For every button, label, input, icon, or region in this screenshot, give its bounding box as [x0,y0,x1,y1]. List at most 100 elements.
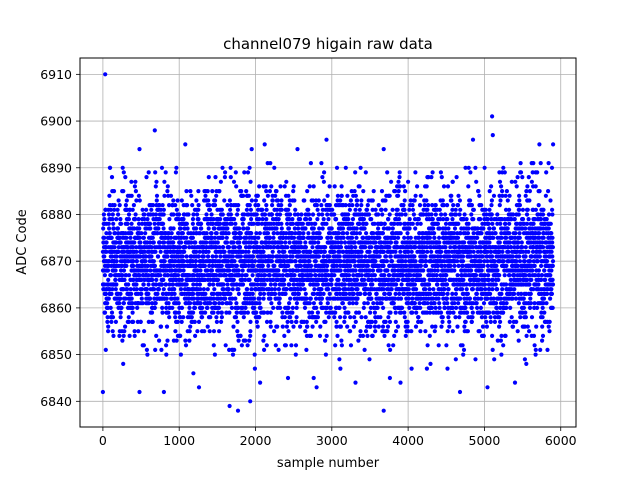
data-point [169,268,174,273]
data-point [256,203,261,208]
data-point [182,249,187,254]
data-point [250,291,255,296]
data-point [152,287,157,292]
data-point [220,212,225,217]
data-point [216,310,221,315]
data-point [133,212,138,217]
data-point [454,305,459,310]
data-point [460,259,466,264]
data-point [368,310,373,315]
data-point [370,198,375,203]
data-point [251,254,256,259]
data-point [355,198,360,203]
data-point [312,287,317,292]
data-point [181,259,186,264]
data-point [387,375,392,381]
data-point [174,338,179,343]
data-point [311,184,316,189]
data-point [201,254,206,259]
data-point [107,193,112,198]
data-point [452,263,457,268]
data-point [406,296,411,301]
data-point [102,273,107,278]
data-point [231,179,237,184]
data-point [133,217,138,222]
data-point [153,347,158,352]
data-point [322,249,327,254]
data-point [123,296,128,301]
data-point [410,221,415,226]
data-point [139,231,144,236]
data-point [227,310,232,315]
data-point [235,319,240,324]
data-point [262,333,267,338]
data-point [328,305,333,310]
data-point [164,343,169,348]
data-point [315,217,320,222]
data-point [252,259,258,264]
data-point [249,240,254,245]
data-point [291,235,297,240]
data-point [354,235,359,240]
data-point [122,329,127,334]
data-point [275,324,280,329]
data-point [375,305,380,310]
data-point [336,277,341,282]
data-point [176,231,181,236]
data-point [118,315,123,320]
data-point [245,287,250,292]
data-point [103,207,108,212]
data-point [160,305,165,310]
data-point [184,221,189,226]
data-point [227,198,232,203]
data-point [211,343,216,348]
data-point [409,366,414,371]
data-point [332,315,337,320]
data-point [187,273,192,278]
data-point [159,165,165,170]
data-point [178,315,183,320]
data-point [352,240,357,245]
data-point [222,175,227,180]
data-point [106,324,111,329]
data-point [410,310,415,315]
data-point [397,175,402,180]
data-point [306,212,312,217]
data-point [254,310,259,315]
data-point [128,287,133,292]
data-point [461,277,466,282]
data-point [135,305,140,310]
data-point [351,324,356,329]
data-point [479,296,484,301]
data-point [377,254,382,259]
data-point [313,259,318,264]
data-point [358,329,363,334]
data-point [102,217,107,222]
data-point [104,231,109,236]
data-point [179,305,185,310]
data-point [342,315,347,320]
data-point [204,212,209,217]
data-point [305,189,310,194]
data-point [379,189,385,194]
data-point [232,217,237,222]
data-point [418,221,423,226]
data-point [136,329,141,334]
data-point [162,259,167,264]
data-point [403,189,408,194]
data-point [418,193,423,198]
data-point [453,357,458,362]
data-point [373,329,378,334]
data-point [383,254,389,259]
data-point [214,193,219,198]
data-point [247,277,252,282]
data-point [182,226,187,231]
data-point [382,221,387,226]
data-point [209,231,214,236]
data-point [359,315,364,320]
data-point [157,240,162,245]
data-point [218,217,223,222]
data-point [201,287,206,292]
data-point [367,291,372,296]
data-point [232,259,237,264]
